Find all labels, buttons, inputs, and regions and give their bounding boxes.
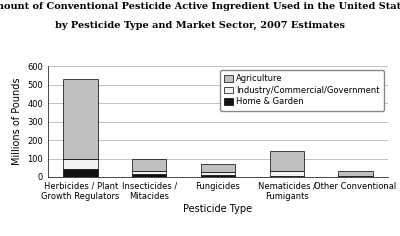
Bar xyxy=(201,164,235,172)
Bar xyxy=(270,176,304,177)
Bar xyxy=(270,171,304,176)
Bar xyxy=(64,79,98,159)
Text: by Pesticide Type and Market Sector, 2007 Estimates: by Pesticide Type and Market Sector, 200… xyxy=(55,21,345,30)
Text: Amount of Conventional Pesticide Active Ingredient Used in the United States: Amount of Conventional Pesticide Active … xyxy=(0,2,400,11)
Bar xyxy=(201,175,235,177)
Bar xyxy=(270,151,304,171)
Legend: Agriculture, Industry/Commercial/Government, Home & Garden: Agriculture, Industry/Commercial/Governm… xyxy=(220,70,384,111)
X-axis label: Pesticide Type: Pesticide Type xyxy=(184,204,252,214)
Y-axis label: Millions of Pounds: Millions of Pounds xyxy=(12,78,22,165)
Bar xyxy=(201,172,235,175)
Bar xyxy=(64,159,98,169)
Bar xyxy=(338,171,372,176)
Bar xyxy=(132,159,166,171)
Bar xyxy=(338,176,372,177)
Bar xyxy=(64,169,98,177)
Bar xyxy=(132,171,166,174)
Bar xyxy=(132,174,166,177)
